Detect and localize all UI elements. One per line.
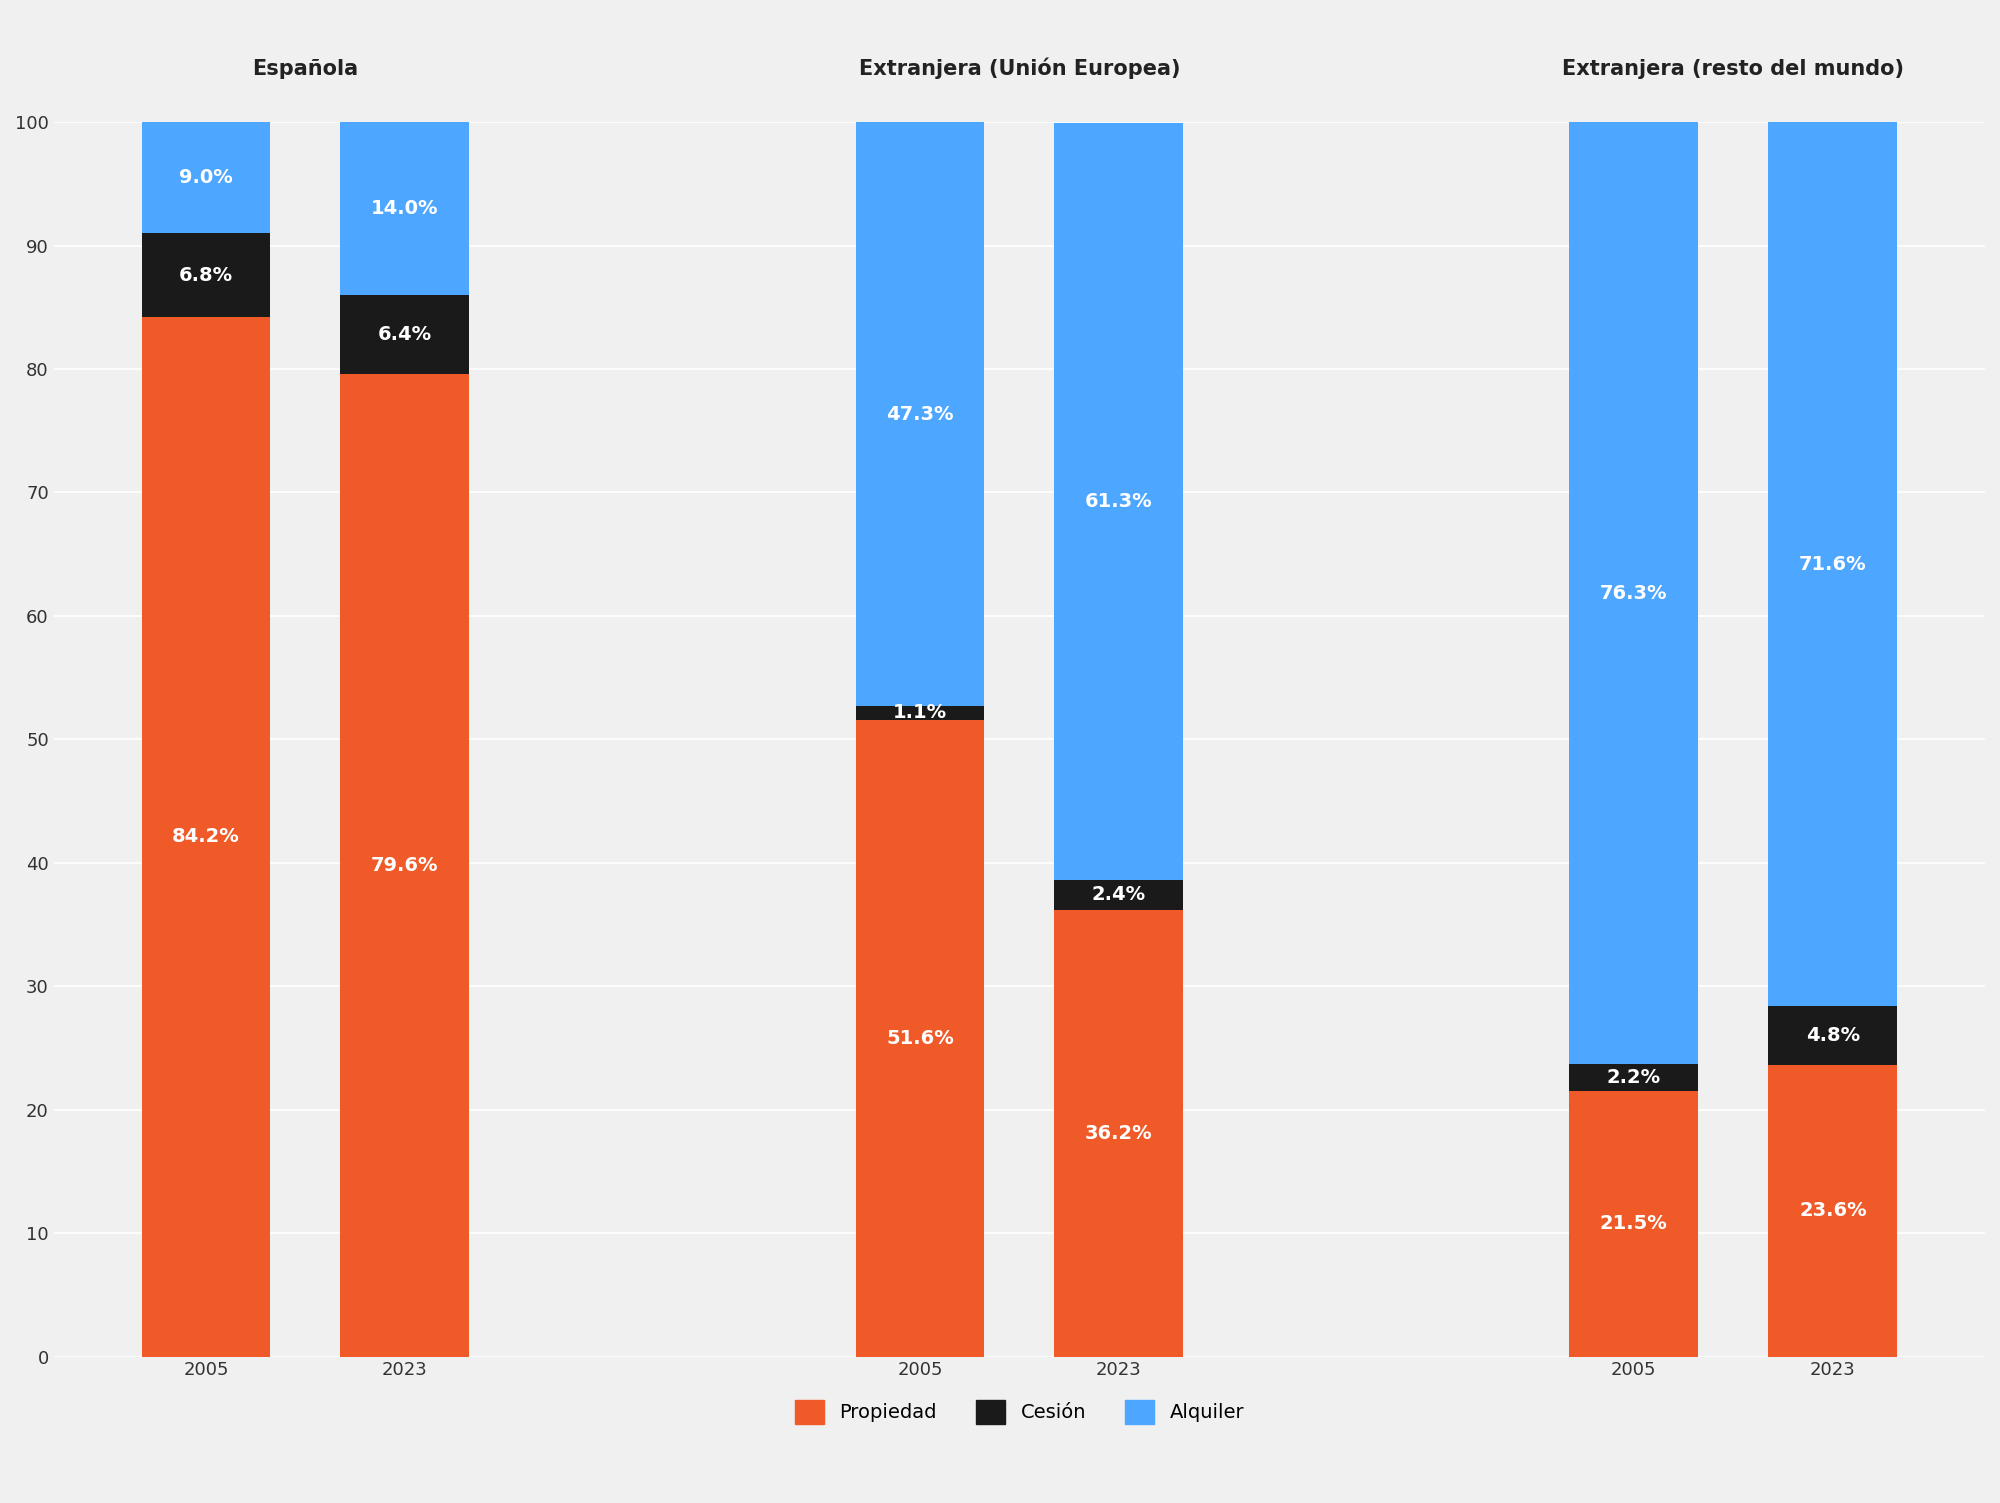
Bar [1570, 122, 1698, 1064]
Text: Extranjera (Unión Europea): Extranjera (Unión Europea) [858, 57, 1180, 78]
Text: 21.5%: 21.5% [1600, 1214, 1668, 1234]
Bar [142, 122, 270, 233]
Bar [1768, 1006, 1898, 1066]
Text: 51.6%: 51.6% [886, 1028, 954, 1048]
Legend: Propiedad, Cesión, Alquiler: Propiedad, Cesión, Alquiler [784, 1390, 1254, 1434]
Text: 79.6%: 79.6% [372, 855, 438, 875]
Text: 2.2%: 2.2% [1606, 1069, 1660, 1087]
Text: 36.2%: 36.2% [1086, 1124, 1152, 1142]
Text: 14.0%: 14.0% [372, 198, 438, 218]
Bar [340, 295, 470, 374]
Text: Española: Española [252, 59, 358, 78]
Text: 71.6%: 71.6% [1800, 555, 1866, 574]
Bar [340, 122, 470, 295]
Bar [856, 122, 984, 706]
Text: 1.1%: 1.1% [892, 703, 946, 723]
Text: 2.4%: 2.4% [1092, 885, 1146, 905]
Text: 9.0%: 9.0% [180, 168, 232, 188]
Bar [1054, 881, 1184, 909]
Text: Extranjera (resto del mundo): Extranjera (resto del mundo) [1562, 59, 1904, 78]
Bar [1768, 122, 1898, 1006]
Text: 4.8%: 4.8% [1806, 1027, 1860, 1045]
Bar [1768, 1066, 1898, 1357]
Text: 47.3%: 47.3% [886, 404, 954, 424]
Bar [856, 706, 984, 720]
Text: 6.4%: 6.4% [378, 325, 432, 344]
Text: 84.2%: 84.2% [172, 827, 240, 846]
Bar [142, 317, 270, 1357]
Bar [340, 374, 470, 1357]
Text: 23.6%: 23.6% [1800, 1201, 1866, 1220]
Text: 6.8%: 6.8% [178, 266, 232, 284]
Bar [1570, 1091, 1698, 1357]
Bar [1054, 909, 1184, 1357]
Text: 61.3%: 61.3% [1086, 491, 1152, 511]
Bar [142, 233, 270, 317]
Text: 76.3%: 76.3% [1600, 583, 1668, 603]
Bar [1570, 1064, 1698, 1091]
Bar [1054, 123, 1184, 881]
Bar [856, 720, 984, 1357]
